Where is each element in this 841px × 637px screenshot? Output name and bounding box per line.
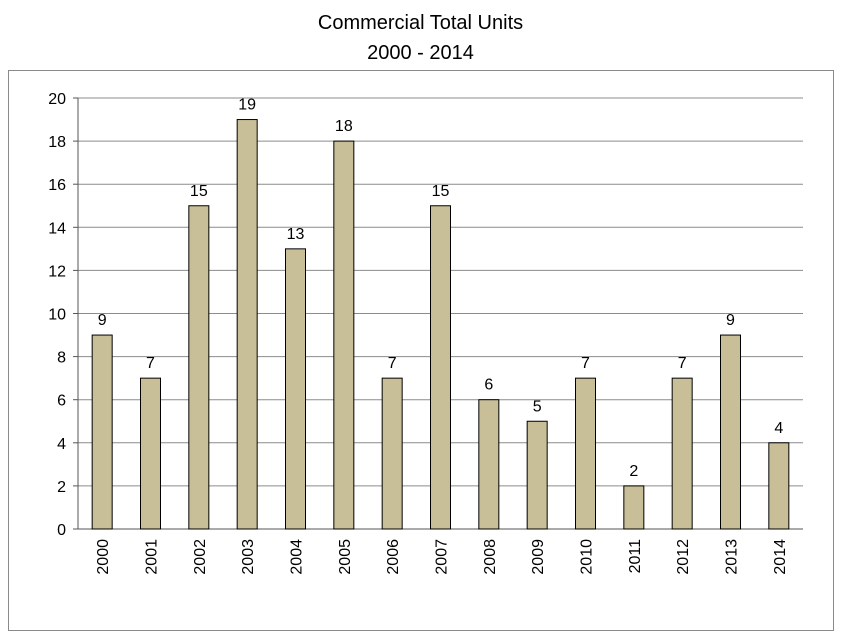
y-tick-label: 10 xyxy=(48,307,66,324)
bar-2012 xyxy=(671,377,693,530)
y-tick-label: 12 xyxy=(48,263,66,280)
bar-2000 xyxy=(91,334,113,530)
data-label: 6 xyxy=(484,377,493,394)
data-label: 9 xyxy=(98,312,107,329)
data-label: 2 xyxy=(629,463,638,480)
data-label: 9 xyxy=(726,312,735,329)
data-label: 13 xyxy=(287,226,305,243)
y-tick-label: 2 xyxy=(57,479,66,496)
data-label: 7 xyxy=(678,355,687,372)
x-tick-label: 2007 xyxy=(434,539,451,575)
y-tick-label: 14 xyxy=(48,220,66,237)
data-label: 15 xyxy=(190,183,208,200)
y-tick-label: 8 xyxy=(57,350,66,367)
chart-frame xyxy=(8,70,834,631)
bar-2011 xyxy=(623,485,645,530)
data-label: 15 xyxy=(432,183,450,200)
y-tick-label: 4 xyxy=(57,436,66,453)
bar-2003 xyxy=(236,119,258,530)
data-label: 7 xyxy=(581,355,590,372)
bar-2005 xyxy=(333,140,355,530)
x-tick-label: 2006 xyxy=(385,539,402,575)
y-tick-label: 16 xyxy=(48,177,66,194)
x-tick-label: 2003 xyxy=(240,539,257,575)
x-tick-label: 2012 xyxy=(675,539,692,575)
x-tick-label: 2010 xyxy=(579,539,596,575)
data-label: 4 xyxy=(774,420,783,437)
bar-2014 xyxy=(768,442,790,530)
data-label: 7 xyxy=(146,355,155,372)
x-tick-label: 2002 xyxy=(192,539,209,575)
x-tick-label: 2005 xyxy=(337,539,354,575)
x-tick-label: 2011 xyxy=(627,539,644,574)
x-tick-label: 2008 xyxy=(482,539,499,575)
x-tick-label: 2013 xyxy=(724,539,741,575)
x-tick-label: 2014 xyxy=(772,539,789,575)
x-tick-label: 2009 xyxy=(530,539,547,575)
data-label: 19 xyxy=(238,97,256,114)
bar-2004 xyxy=(285,248,306,530)
y-tick-label: 18 xyxy=(48,134,66,151)
bar-2010 xyxy=(575,377,596,530)
x-tick-label: 2000 xyxy=(95,539,112,575)
bar-2001 xyxy=(140,377,161,530)
data-label: 18 xyxy=(335,118,353,135)
bar-2009 xyxy=(526,420,548,530)
chart-subtitle: 2000 - 2014 xyxy=(367,42,474,64)
y-tick-label: 20 xyxy=(48,91,66,108)
data-label: 7 xyxy=(388,355,397,372)
chart-title: Commercial Total Units xyxy=(317,12,524,34)
data-label: 5 xyxy=(533,398,542,415)
x-tick-label: 2004 xyxy=(289,539,306,575)
bar-2002 xyxy=(188,205,210,530)
y-tick-label: 0 xyxy=(57,522,66,539)
x-tick-label: 2001 xyxy=(144,539,161,575)
y-tick-label: 6 xyxy=(57,393,66,410)
bar-2007 xyxy=(430,205,451,530)
bar-2008 xyxy=(478,399,500,530)
bar-2013 xyxy=(720,334,741,530)
bar-2006 xyxy=(381,377,403,530)
